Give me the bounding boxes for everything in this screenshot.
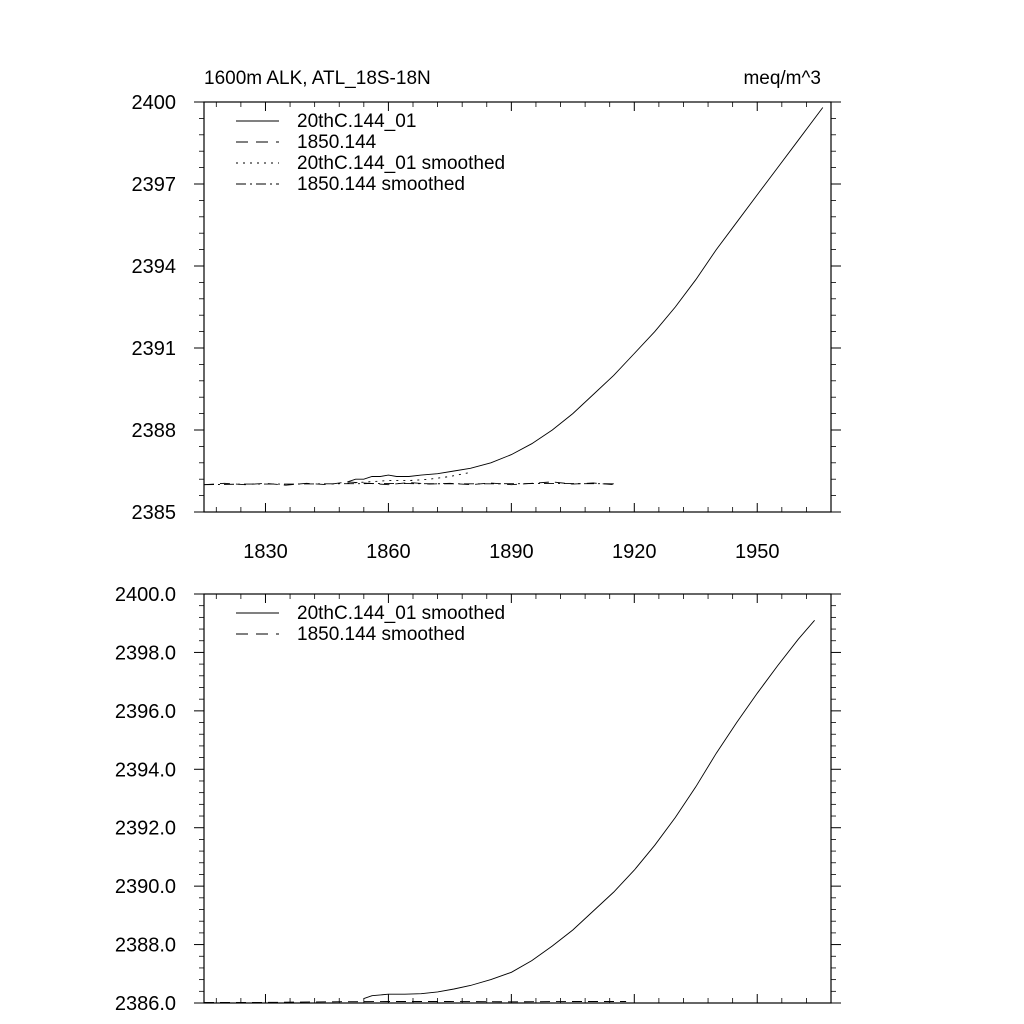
series-line-1 xyxy=(363,620,815,1000)
legend-label: 1850.144 xyxy=(297,132,377,153)
y-tick-label: 2385 xyxy=(132,502,177,524)
legend-label: 1850.144 smoothed xyxy=(297,174,465,195)
y-tick-label: 2391 xyxy=(132,338,177,360)
x-tick-label: 1860 xyxy=(366,541,411,563)
x-tick-label: 1830 xyxy=(243,541,288,563)
plot-frame xyxy=(203,593,832,1004)
bottom-chart-panel: 2386.0 2388.0 2390.0 2392.0 2394.0 2396.0 2398… xyxy=(115,584,841,1015)
top-chart-panel: 1830 1860 1890 1920 1950 2385 2388 2391 2394 2397… xyxy=(132,68,841,563)
y-tick-label: 2400.0 xyxy=(115,584,176,606)
legend-label: 20thC.144_01 smoothed xyxy=(297,153,505,174)
legend-label: 20thC.144_01 xyxy=(297,111,416,132)
y-tick-label: 2400 xyxy=(132,92,177,114)
series-line-4 xyxy=(203,483,614,486)
y-tick-label: 2388.0 xyxy=(115,935,176,957)
y-tick-label: 2397 xyxy=(132,174,177,196)
chart-title: 1600m ALK, ATL_18S-18N xyxy=(204,68,431,89)
x-tick-label: 1890 xyxy=(489,541,534,563)
x-tick-label: 1920 xyxy=(612,541,657,563)
legend-label: 1850.144 smoothed xyxy=(297,624,465,645)
series-line-2 xyxy=(204,1001,627,1003)
legend-label: 20thC.144_01 smoothed xyxy=(297,603,505,624)
plot-frame xyxy=(203,101,832,513)
y-tick-label: 2394 xyxy=(132,256,177,278)
y-tick-label: 2390.0 xyxy=(115,876,176,898)
y-tick-label: 2386.0 xyxy=(115,993,176,1015)
y-tick-label: 2396.0 xyxy=(115,701,176,723)
y-tick-label: 2394.0 xyxy=(115,759,176,781)
y-tick-label: 2388 xyxy=(132,420,177,442)
x-tick-label: 1950 xyxy=(735,541,780,563)
series-line-1 xyxy=(347,107,824,483)
y-tick-label: 2392.0 xyxy=(115,818,176,840)
units-label: meq/m^3 xyxy=(743,68,821,89)
series-line-3 xyxy=(347,471,471,484)
y-tick-label: 2398.0 xyxy=(115,642,176,664)
